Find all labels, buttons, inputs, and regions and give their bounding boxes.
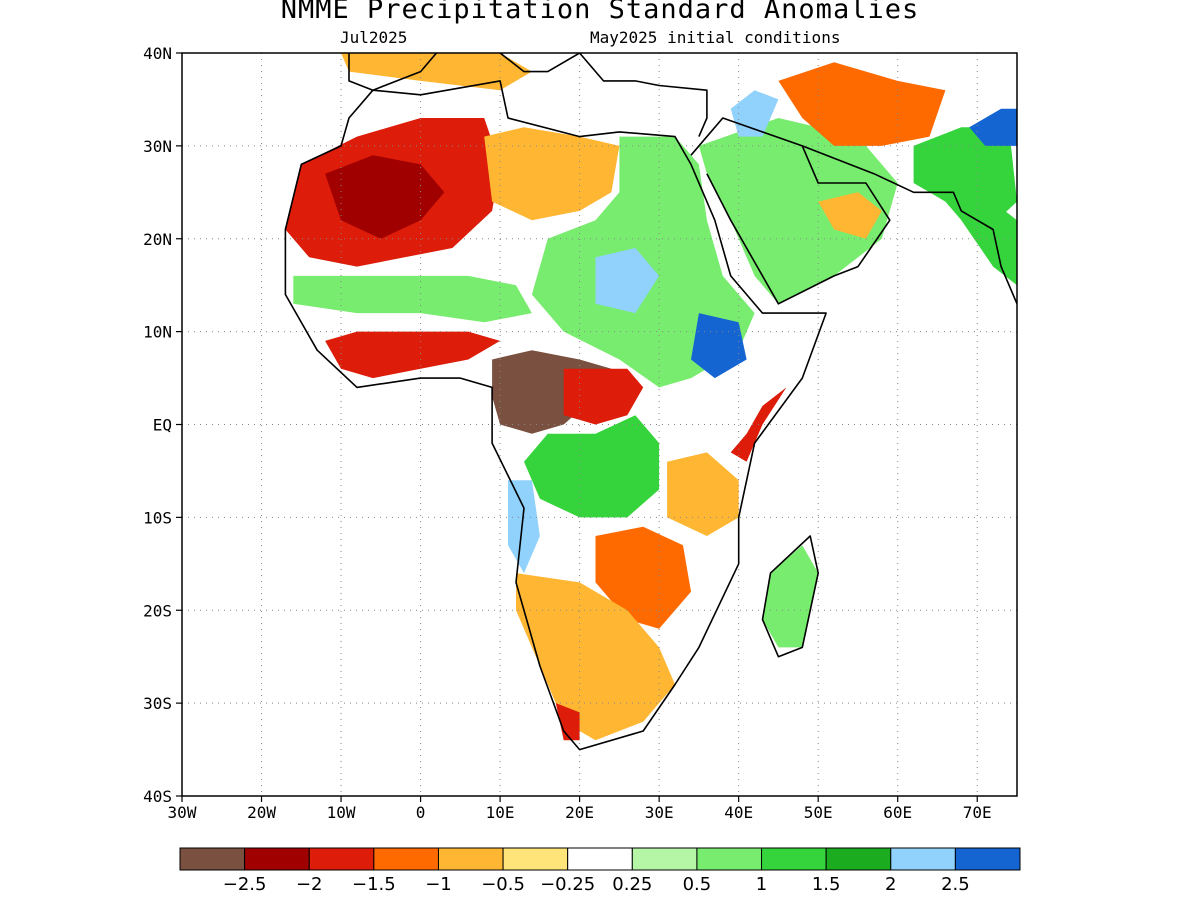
anomaly-region-southern-africa-dry	[516, 573, 675, 741]
anomaly-region-libya-egypt-west	[484, 127, 620, 221]
lon-tick-label: 60E	[883, 803, 912, 822]
anomaly-region-india-west-wet	[961, 201, 1017, 286]
latitude-axis: 40N 30N 20N 10N EQ 10S 20S 30S 40S	[143, 44, 182, 806]
lat-tick-label: 30N	[143, 137, 172, 156]
lon-tick-label: 20E	[565, 803, 594, 822]
lon-tick-label: 10E	[486, 803, 515, 822]
colorbar-swatch	[244, 847, 310, 871]
lat-tick-label: EQ	[153, 416, 172, 435]
colorbar-label: 1	[756, 874, 767, 895]
anomaly-region-pakistan-north-very-wet	[969, 108, 1017, 146]
map-title: NMME Precipitation Standard Anomalies	[280, 0, 920, 25]
lat-tick-label: 20S	[143, 601, 172, 620]
anomaly-region-zambia-zimbabwe-dry	[595, 526, 691, 629]
lon-tick-label: 30W	[168, 803, 197, 822]
lat-tick-label: 20N	[143, 230, 172, 249]
anomaly-region-ethiopia-wet	[691, 313, 747, 379]
lon-tick-label: 70E	[963, 803, 992, 822]
anomaly-region-gulf-guinea-dry	[325, 331, 501, 379]
colorbar-label: −1.5	[352, 874, 396, 895]
lat-tick-label: 10N	[143, 323, 172, 342]
target-month-label: Jul2025	[340, 28, 408, 47]
coastline-arabia	[690, 117, 891, 305]
colorbar-label: −0.5	[481, 874, 525, 895]
colorbar-swatch	[179, 847, 246, 871]
lon-tick-label: 0	[416, 803, 426, 822]
anomaly-region-madagascar-wet	[762, 545, 819, 648]
colorbar-label: −0.25	[540, 874, 595, 895]
coastline-africa	[284, 80, 827, 751]
colorbar-swatch	[502, 847, 569, 871]
lon-tick-label: 20W	[247, 803, 276, 822]
colorbar-label: 0.5	[683, 874, 712, 895]
colorbar-swatch	[308, 847, 375, 871]
initial-conditions-label: May2025 initial conditions	[590, 28, 841, 47]
coastlines	[284, 53, 1017, 751]
anomaly-region-sahel-west-wet	[293, 275, 532, 323]
colorbar-swatch	[631, 847, 698, 871]
colorbar-label: 1.5	[812, 874, 841, 895]
lon-tick-label: 40E	[724, 803, 753, 822]
lon-tick-label: 30E	[645, 803, 674, 822]
colorbar-swatch	[761, 847, 827, 871]
colorbar-swatch	[825, 847, 892, 871]
anomaly-region-congo-wet	[524, 415, 660, 518]
colorbar: −2.5 −2 −1.5 −1 −0.5 −0.25 0.25 0.5 1 1.5 2 2.5	[179, 847, 1021, 895]
lat-tick-label: 40N	[143, 44, 172, 63]
anomaly-region-med-north-dry	[341, 53, 532, 91]
coastline-iran-pakistan-india	[802, 145, 1017, 305]
lat-tick-label: 30S	[143, 694, 172, 713]
anomaly-region-congo-east-dry	[563, 368, 644, 425]
anomaly-region-south-africa-southwest-dry	[555, 703, 580, 741]
colorbar-label: −2.5	[223, 874, 267, 895]
coastline-madagascar	[761, 535, 820, 658]
anomaly-region-chad-sudan-wet	[595, 248, 660, 314]
colorbar-label: 2.5	[941, 874, 970, 895]
lat-tick-label: 10S	[143, 508, 172, 527]
anomaly-region-persian-gulf-dry	[818, 192, 882, 239]
colorbar-label: 2	[885, 874, 896, 895]
colorbar-swatch	[373, 847, 439, 871]
anomaly-region-sahara-core	[325, 155, 445, 239]
lon-tick-label: 10W	[327, 803, 356, 822]
colorbar-label: −1	[425, 874, 452, 895]
colorbar-swatch	[437, 847, 504, 871]
anomaly-regions	[285, 53, 1017, 741]
colorbar-label: −2	[296, 874, 323, 895]
anomaly-region-iran-dry	[778, 62, 946, 146]
lon-tick-label: 50E	[804, 803, 833, 822]
anomaly-region-tanzania-dry	[667, 452, 739, 536]
colorbar-swatch	[890, 847, 956, 871]
anomaly-region-angola-coast-wet	[508, 480, 540, 574]
colorbar-label: 0.25	[612, 874, 652, 895]
colorbar-swatch	[696, 847, 763, 871]
lat-tick-label: 40S	[143, 787, 172, 806]
colorbar-swatch	[567, 847, 633, 871]
longitude-axis: 30W 20W 10W 0 10E 20E 30E 40E 50E 60E 70E	[168, 796, 992, 822]
colorbar-swatch	[954, 847, 1021, 871]
coastline-europe-med-north	[348, 53, 708, 137]
